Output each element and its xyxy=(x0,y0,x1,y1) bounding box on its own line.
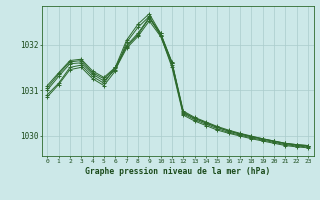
X-axis label: Graphe pression niveau de la mer (hPa): Graphe pression niveau de la mer (hPa) xyxy=(85,167,270,176)
